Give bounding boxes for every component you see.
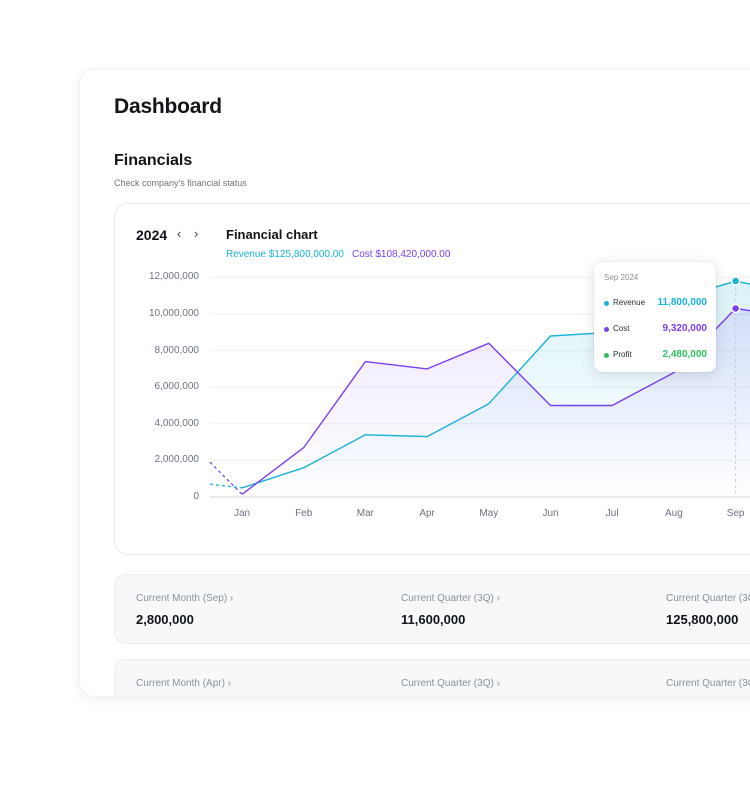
stats-card: Current Month (Apr) › Current Quarter (3…: [114, 659, 750, 696]
y-tick-label: 2,000,000: [154, 454, 200, 466]
section-subtitle: Check company's financial status: [114, 178, 247, 188]
page-title: Dashboard: [114, 95, 222, 118]
chart-title: Financial chart: [226, 227, 318, 242]
stat-label: Current Month (Apr) ›: [136, 678, 232, 689]
cost-dot-icon: [604, 327, 609, 332]
chart-tooltip: Sep 2024 Revenue 11,800,000 Cost 9,320,0…: [594, 262, 716, 372]
x-tick-label: Jun: [542, 508, 559, 519]
tooltip-label: Revenue: [613, 298, 646, 307]
y-tick-label: 8,000,000: [154, 344, 200, 356]
stat-label: Current Month (Sep) ›: [136, 593, 234, 604]
revenue-dashed-stub: [209, 483, 243, 489]
y-axis-labels: 0 2,000,000 4,000,000 6,000,000 8,000,000 10,…: [115, 204, 205, 554]
dashboard-panel: Dashboard Financials Check company's fin…: [80, 70, 750, 696]
year-label: 2024: [136, 227, 168, 243]
stat-value: 2,800,000: [136, 612, 194, 627]
profit-dot-icon: [604, 353, 609, 358]
y-tick-label: 0: [193, 491, 199, 502]
tooltip-row-cost: Cost 9,320,000: [604, 323, 707, 337]
next-year-chevron-icon[interactable]: ›: [194, 226, 199, 241]
cost-area: [242, 308, 750, 497]
x-tick-label: Aug: [664, 508, 683, 519]
stat-value: 125,800,000: [666, 612, 739, 627]
cost-dashed-stub: [209, 461, 243, 495]
cost-highlight-point: [730, 303, 741, 314]
x-tick-label: Sep: [726, 508, 745, 519]
stat-value: 11,600,000: [401, 612, 466, 627]
x-tick-label: Jul: [605, 508, 619, 519]
stat-label: Current Quarter (3Q) ›: [401, 593, 500, 604]
stat-label: Current Quarter (3Q) ›: [666, 593, 750, 604]
previous-year-chevron-icon[interactable]: ‹: [177, 226, 182, 241]
x-tick-label: Mar: [356, 508, 375, 519]
x-tick-label: Jan: [233, 508, 251, 519]
y-tick-label: 4,000,000: [154, 417, 200, 429]
tooltip-value: 2,480,000: [662, 349, 708, 360]
x-tick-label: Feb: [295, 508, 313, 519]
x-tick-label: May: [479, 508, 499, 519]
cost-total: Cost $108,420,000.00: [352, 249, 451, 260]
y-tick-label: 6,000,000: [154, 381, 200, 393]
tooltip-date: Sep 2024: [604, 273, 639, 282]
y-tick-label: 10,000,000: [148, 308, 199, 319]
line-chart: [209, 276, 750, 498]
tooltip-value: 9,320,000: [662, 323, 708, 334]
tooltip-label: Cost: [613, 324, 630, 333]
revenue-total: Revenue $125,800,000.00: [226, 249, 344, 260]
revenue-highlight-point: [730, 276, 741, 286]
x-tick-label: Apr: [419, 508, 435, 519]
tooltip-row-revenue: Revenue 11,800,000: [604, 297, 707, 311]
tooltip-label: Profit: [613, 350, 632, 359]
tooltip-value: 11,800,000: [657, 297, 708, 308]
y-tick-label: 12,000,000: [148, 271, 199, 283]
stat-label: Current Quarter (3Q) ›: [401, 678, 500, 689]
stat-label: Current Quarter (3Q) ›: [666, 678, 750, 689]
section-title: Financials: [114, 152, 193, 169]
stats-card: Current Month (Sep) › 2,800,000 Current …: [114, 574, 750, 644]
tooltip-row-profit: Profit 2,480,000: [604, 349, 707, 363]
revenue-dot-icon: [604, 301, 609, 306]
financial-chart-card: 2024 ‹ › Financial chart Revenue $125,80…: [114, 203, 750, 555]
